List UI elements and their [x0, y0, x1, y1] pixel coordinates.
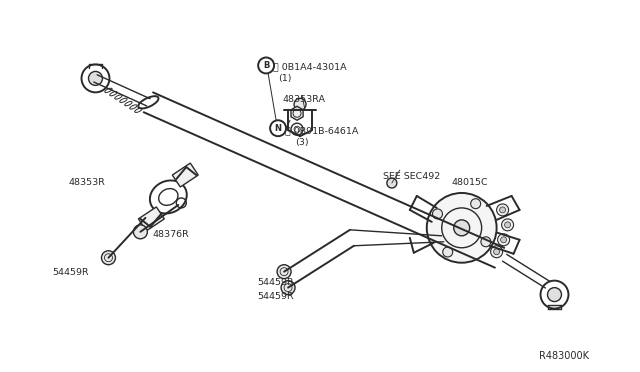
Text: (3): (3) — [295, 138, 308, 147]
Text: N: N — [275, 124, 282, 133]
Text: R483000K: R483000K — [540, 352, 589, 361]
Text: 48353RA: 48353RA — [282, 95, 325, 104]
Circle shape — [277, 265, 291, 279]
Circle shape — [481, 237, 491, 247]
Circle shape — [433, 209, 442, 219]
Text: 54459R: 54459R — [52, 268, 89, 277]
Circle shape — [281, 280, 295, 295]
Text: Ⓝ 0B91B-6461A: Ⓝ 0B91B-6461A — [285, 126, 358, 135]
Text: 54459R: 54459R — [257, 278, 294, 287]
Circle shape — [500, 207, 506, 213]
Circle shape — [294, 98, 306, 110]
Circle shape — [504, 222, 511, 228]
Circle shape — [443, 247, 452, 257]
Text: SEE SEC492: SEE SEC492 — [383, 172, 440, 181]
Text: 48376R: 48376R — [152, 230, 189, 239]
Circle shape — [102, 251, 115, 265]
Circle shape — [454, 220, 470, 236]
Text: 48353R: 48353R — [68, 178, 106, 187]
Circle shape — [387, 178, 397, 188]
Text: (1): (1) — [278, 74, 292, 83]
Polygon shape — [138, 207, 164, 231]
Circle shape — [493, 249, 500, 255]
Circle shape — [502, 219, 513, 231]
Text: 48015C: 48015C — [452, 178, 488, 187]
Circle shape — [497, 204, 509, 216]
Circle shape — [547, 288, 561, 302]
Circle shape — [498, 234, 509, 246]
Text: 54459R: 54459R — [257, 292, 294, 301]
Polygon shape — [172, 163, 198, 187]
Text: B: B — [263, 61, 269, 70]
Circle shape — [500, 237, 507, 243]
Circle shape — [427, 193, 497, 263]
Polygon shape — [291, 106, 303, 120]
Text: Ⓑ 0B1A4-4301A: Ⓑ 0B1A4-4301A — [273, 62, 347, 71]
Circle shape — [491, 246, 502, 258]
Circle shape — [470, 199, 481, 209]
Circle shape — [88, 71, 102, 86]
Circle shape — [133, 225, 147, 239]
